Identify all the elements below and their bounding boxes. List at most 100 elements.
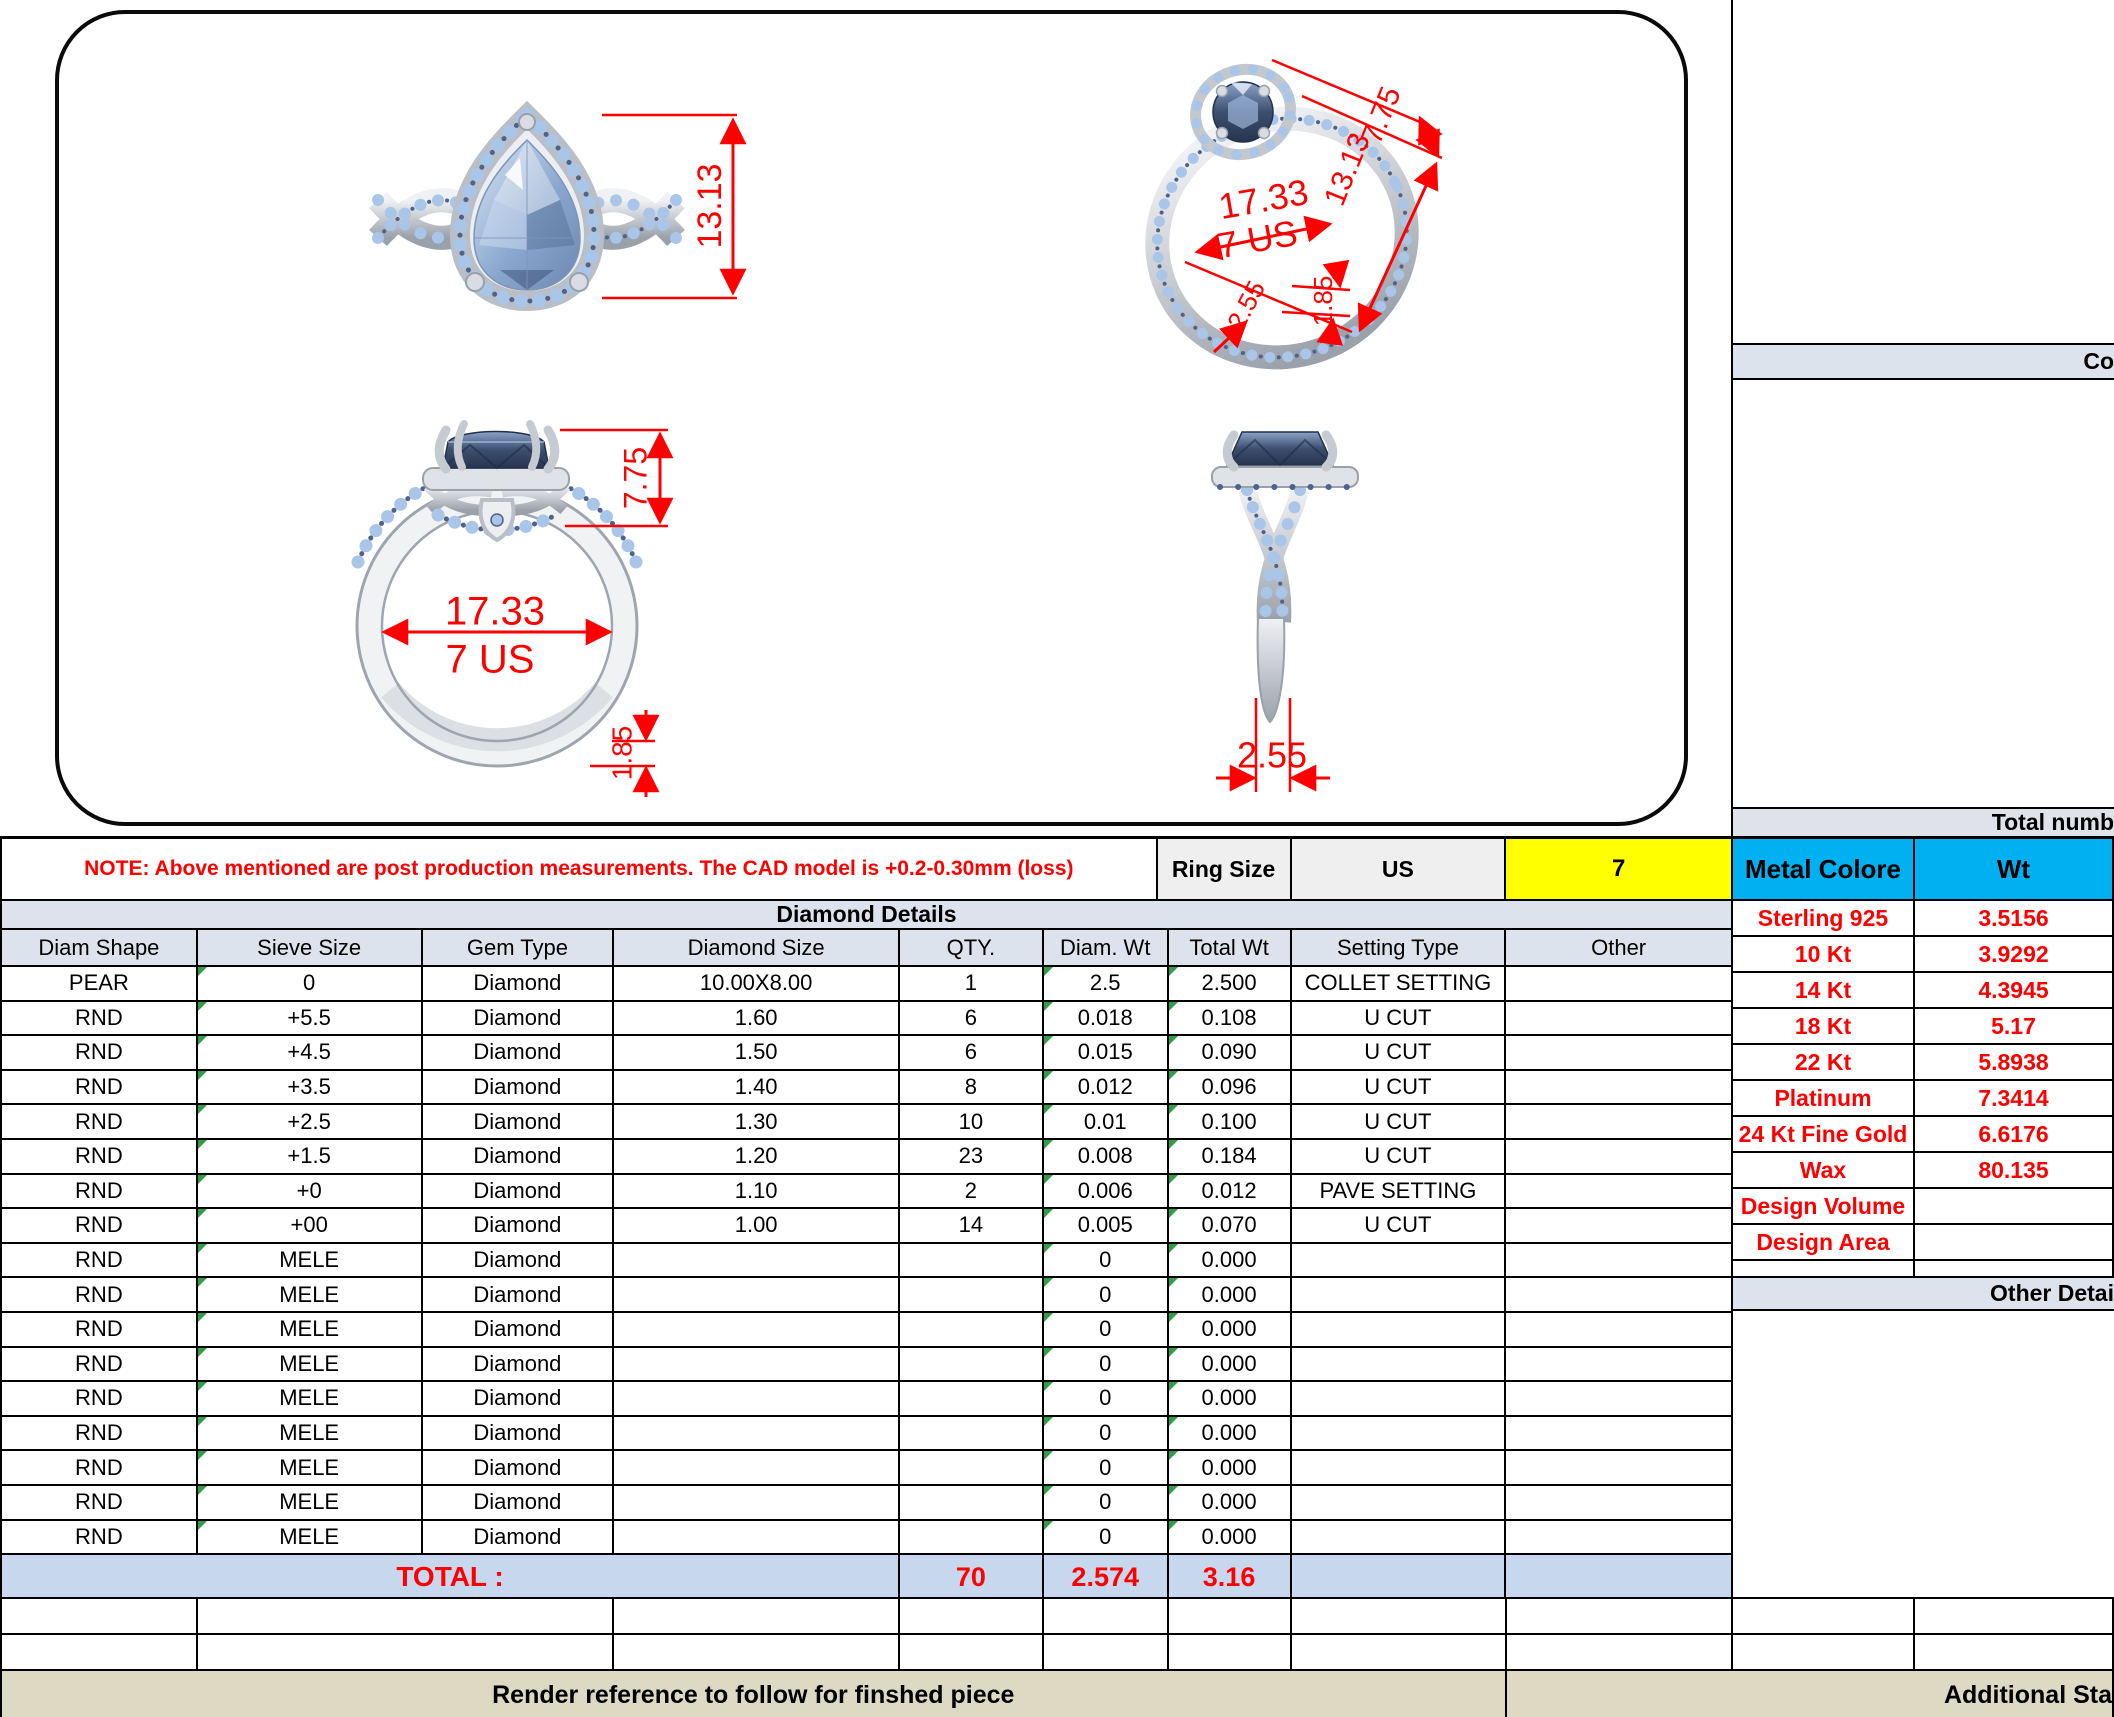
- empty-cell[interactable]: [1733, 1635, 1916, 1671]
- empty-cell[interactable]: [1506, 1635, 1734, 1671]
- cell-diam-wt[interactable]: 0: [1043, 1485, 1169, 1521]
- cell-sieve-size[interactable]: +2.5: [197, 1105, 423, 1140]
- cell-gem-type[interactable]: Diamond: [422, 1001, 615, 1037]
- cell-total-wt[interactable]: 0.012: [1168, 1174, 1292, 1210]
- metal-weight[interactable]: 5.8938: [1915, 1045, 2114, 1081]
- cell-other[interactable]: [1506, 1174, 1733, 1210]
- cell-qty[interactable]: [899, 1416, 1044, 1452]
- metal-weight[interactable]: 7.3414: [1915, 1081, 2114, 1117]
- cell-setting-type[interactable]: U CUT: [1291, 1139, 1507, 1175]
- cell-qty[interactable]: 2: [899, 1174, 1044, 1210]
- cell-sieve-size[interactable]: MELE: [197, 1416, 423, 1452]
- cell-qty[interactable]: [899, 1347, 1044, 1383]
- empty-cell[interactable]: [1044, 1635, 1169, 1671]
- empty-cell[interactable]: [2, 1599, 198, 1635]
- cell-diam-wt[interactable]: 0: [1043, 1243, 1169, 1279]
- cell-diam-shape[interactable]: RND: [2, 1243, 198, 1279]
- cell-diam-wt[interactable]: 0: [1043, 1312, 1169, 1348]
- cell-setting-type[interactable]: [1291, 1312, 1507, 1348]
- cell-other[interactable]: [1506, 1209, 1733, 1244]
- empty-cell[interactable]: [2, 1635, 198, 1671]
- cell-total-wt[interactable]: 0.000: [1168, 1451, 1292, 1486]
- cell-gem-type[interactable]: Diamond: [422, 1243, 615, 1279]
- cell-setting-type[interactable]: U CUT: [1291, 1001, 1507, 1037]
- cell-gem-type[interactable]: Diamond: [422, 1278, 615, 1313]
- ring-size-unit-cell[interactable]: US: [1291, 839, 1507, 901]
- cell-sieve-size[interactable]: +1.5: [197, 1139, 423, 1175]
- cell-diam-wt[interactable]: 0: [1043, 1451, 1169, 1486]
- cell-sieve-size[interactable]: +5.5: [197, 1001, 423, 1037]
- cell-qty[interactable]: 6: [899, 1036, 1044, 1071]
- cell-diamond-size[interactable]: [614, 1451, 900, 1486]
- cell-diam-shape[interactable]: RND: [2, 1070, 198, 1106]
- cell-diam-wt[interactable]: 0: [1043, 1278, 1169, 1313]
- cell-other[interactable]: [1506, 1001, 1733, 1037]
- cell-sieve-size[interactable]: MELE: [197, 1312, 423, 1348]
- cell-diamond-size[interactable]: 1.00: [614, 1209, 900, 1244]
- cell-diam-wt[interactable]: 0.01: [1043, 1105, 1169, 1140]
- cell-other[interactable]: [1506, 1036, 1733, 1071]
- metal-weight[interactable]: 5.17: [1915, 1009, 2114, 1045]
- cell-diamond-size[interactable]: [614, 1243, 900, 1279]
- cell-diam-wt[interactable]: 0.015: [1043, 1036, 1169, 1071]
- cell-other[interactable]: [1506, 1139, 1733, 1175]
- cell-total-wt[interactable]: 0.000: [1168, 1312, 1292, 1348]
- cell-diamond-size[interactable]: 1.30: [614, 1105, 900, 1140]
- cell-diam-shape[interactable]: RND: [2, 1105, 198, 1140]
- cell-diam-wt[interactable]: 0.012: [1043, 1070, 1169, 1106]
- empty-cell[interactable]: [1733, 1599, 1916, 1635]
- cell-sieve-size[interactable]: 0: [197, 967, 423, 1002]
- cell-setting-type[interactable]: [1291, 1451, 1507, 1486]
- cell-setting-type[interactable]: [1291, 1243, 1507, 1279]
- cell-gem-type[interactable]: Diamond: [422, 1139, 615, 1175]
- cell-gem-type[interactable]: Diamond: [422, 1382, 615, 1417]
- cell-setting-type[interactable]: [1291, 1520, 1507, 1556]
- cell-gem-type[interactable]: Diamond: [422, 1485, 615, 1521]
- cell-diam-shape[interactable]: RND: [2, 1139, 198, 1175]
- cell-other[interactable]: [1506, 1485, 1733, 1521]
- cell-sieve-size[interactable]: MELE: [197, 1243, 423, 1279]
- cell-diam-shape[interactable]: RND: [2, 1278, 198, 1313]
- cell-sieve-size[interactable]: +4.5: [197, 1036, 423, 1071]
- cell-diam-shape[interactable]: RND: [2, 1416, 198, 1452]
- empty-cell[interactable]: [1291, 1635, 1507, 1671]
- cell-other[interactable]: [1506, 1070, 1733, 1106]
- cell-setting-type[interactable]: U CUT: [1291, 1105, 1507, 1140]
- cell-diam-shape[interactable]: RND: [2, 1312, 198, 1348]
- cell-total-wt[interactable]: 0.100: [1168, 1105, 1292, 1140]
- cell-setting-type[interactable]: [1291, 1485, 1507, 1521]
- cell-other[interactable]: [1506, 967, 1733, 1002]
- cell-other[interactable]: [1506, 1105, 1733, 1140]
- cell-diam-shape[interactable]: RND: [2, 1451, 198, 1486]
- cell-other[interactable]: [1506, 1312, 1733, 1348]
- cell-sieve-size[interactable]: MELE: [197, 1382, 423, 1417]
- cell-total-wt[interactable]: 0.096: [1168, 1070, 1292, 1106]
- empty-cell[interactable]: [1168, 1599, 1292, 1635]
- cell-total-wt[interactable]: 0.070: [1168, 1209, 1292, 1244]
- empty-cell[interactable]: [1291, 1599, 1507, 1635]
- cell-other[interactable]: [1506, 1243, 1733, 1279]
- empty-cell[interactable]: [1506, 1599, 1734, 1635]
- empty-cell[interactable]: [1915, 1635, 2114, 1671]
- cell-gem-type[interactable]: Diamond: [422, 1036, 615, 1071]
- cell-sieve-size[interactable]: MELE: [197, 1347, 423, 1383]
- cell-qty[interactable]: 14: [899, 1209, 1044, 1244]
- empty-cell[interactable]: [614, 1635, 901, 1671]
- cell-diamond-size[interactable]: [614, 1485, 900, 1521]
- cell-diamond-size[interactable]: [614, 1416, 900, 1452]
- cell-total-wt[interactable]: 2.500: [1168, 967, 1292, 1002]
- empty-cell[interactable]: [900, 1599, 1045, 1635]
- metal-weight[interactable]: [1915, 1225, 2114, 1261]
- empty-cell[interactable]: [197, 1635, 615, 1671]
- cell-diam-shape[interactable]: RND: [2, 1209, 198, 1244]
- cell-qty[interactable]: 1: [899, 967, 1044, 1002]
- empty-cell[interactable]: [614, 1599, 901, 1635]
- cell-gem-type[interactable]: Diamond: [422, 1070, 615, 1106]
- cell-other[interactable]: [1506, 1416, 1733, 1452]
- cell-other[interactable]: [1506, 1520, 1733, 1556]
- metal-weight[interactable]: 6.6176: [1915, 1117, 2114, 1153]
- cell-diamond-size[interactable]: [614, 1382, 900, 1417]
- cell-total-wt[interactable]: 0.000: [1168, 1485, 1292, 1521]
- cell-qty[interactable]: 23: [899, 1139, 1044, 1175]
- empty-cell[interactable]: [1168, 1635, 1292, 1671]
